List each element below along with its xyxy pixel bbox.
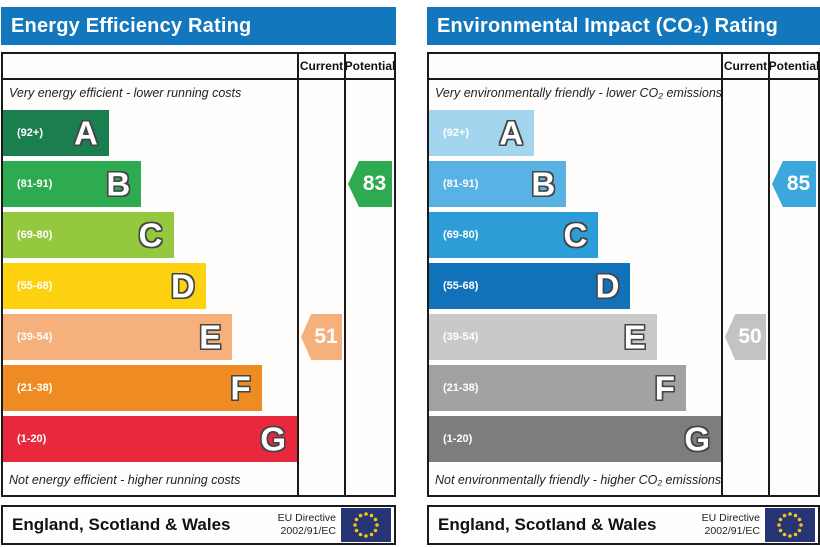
potential-column: 85 [768,80,818,495]
potential-value: 83 [362,172,387,195]
band-e-letter: E [623,318,646,356]
band-f-range: (21-38) [17,382,53,394]
bands-area: Very energy efficient - lower running co… [3,80,297,495]
eu-directive-line1: EU Directive [277,512,336,525]
eu-directive-label: EU Directive 2002/91/EC [278,512,336,537]
band-c: (69-80) C [3,212,174,258]
band-c-range: (69-80) [443,229,479,241]
current-indicator: 50 [725,314,766,360]
eu-flag-icon [765,508,815,542]
bottom-note: Not environmentally friendly - higher CO… [435,473,721,487]
header-spacer [3,54,297,80]
band-e: (39-54) E [429,314,657,360]
environmental-impact-chart: Current Potential Very environmentally f… [427,52,820,497]
band-d-letter: D [171,267,195,305]
environmental-impact-panel: Environmental Impact (CO₂) Rating Curren… [427,7,820,545]
band-b-letter: B [106,165,131,203]
eu-directive-line2: 2002/91/EC [704,525,760,537]
band-c-range: (69-80) [17,229,53,241]
energy-efficiency-panel: Energy Efficiency Rating Current Potenti… [1,7,396,545]
band-g: (1-20) G [3,416,297,462]
band-g: (1-20) G [429,416,721,462]
band-a-letter: A [499,114,524,152]
potential-column: 83 [344,80,394,495]
current-column-header: Current [297,54,344,80]
potential-indicator: 85 [772,161,816,207]
band-d-range: (55-68) [17,280,53,292]
footer: England, Scotland & Wales EU Directive 2… [1,505,396,545]
top-note: Very environmentally friendly - lower CO… [435,86,721,100]
band-f: (21-38) F [3,365,262,411]
band-g-range: (1-20) [17,433,47,445]
band-g-letter: G [684,420,710,458]
eu-directive-line2: 2002/91/EC [280,525,336,537]
region-label: England, Scotland & Wales [438,515,657,534]
bands-area: Very environmentally friendly - lower CO… [429,80,721,495]
current-column: 51 [297,80,344,495]
band-f: (21-38) F [429,365,686,411]
potential-column-header: Potential [768,54,819,80]
band-b: (81-91) B [429,161,567,207]
band-g-range: (1-20) [443,433,473,445]
top-note: Very energy efficient - lower running co… [9,86,242,100]
current-column: 50 [721,80,768,495]
band-d: (55-68) D [3,263,206,309]
band-d-letter: D [595,267,620,305]
band-b-range: (81-91) [17,178,53,190]
band-a-letter: A [73,114,98,152]
header-spacer [429,54,721,80]
band-f-letter: F [654,369,675,407]
band-a-range: (92+) [17,127,43,139]
band-e: (39-54) E [3,314,233,360]
band-b: (81-91) B [3,161,142,207]
band-e-letter: E [199,318,222,356]
band-e-range: (39-54) [17,331,53,343]
eu-directive-label: EU Directive 2002/91/EC [702,512,760,537]
band-d-range: (55-68) [443,280,479,292]
potential-value: 85 [786,172,811,195]
band-a-range: (92+) [443,127,469,139]
band-a: (92+) A [429,110,535,156]
region-label: England, Scotland & Wales [12,515,231,534]
band-c-letter: C [138,216,163,254]
current-value: 50 [738,325,762,348]
potential-column-header: Potential [344,54,395,80]
footer: England, Scotland & Wales EU Directive 2… [427,505,820,545]
bottom-note: Not energy efficient - higher running co… [9,473,241,487]
band-list: (92+) A (81-91) B (69-80) C (55-68) D [3,110,297,462]
band-a: (92+) A [3,110,109,156]
band-f-range: (21-38) [443,382,479,394]
environmental-impact-title: Environmental Impact (CO₂) Rating [427,7,820,45]
band-b-letter: B [531,165,556,203]
band-f-letter: F [230,369,251,407]
band-list: (92+) A (81-91) B (69-80) C (55-68) D [429,110,721,462]
band-c-letter: C [563,216,588,254]
energy-efficiency-title: Energy Efficiency Rating [1,7,396,45]
current-column-header: Current [721,54,768,80]
current-indicator: 51 [301,314,342,360]
energy-efficiency-chart: Current Potential Very energy efficient … [1,52,396,497]
potential-indicator: 83 [348,161,392,207]
band-e-range: (39-54) [443,331,479,343]
eu-flag-icon [341,508,391,542]
band-g-letter: G [260,420,286,458]
band-c: (69-80) C [429,212,599,258]
eu-directive-line1: EU Directive [701,512,760,525]
band-d: (55-68) D [429,263,631,309]
band-b-range: (81-91) [443,178,479,190]
current-value: 51 [314,325,338,348]
